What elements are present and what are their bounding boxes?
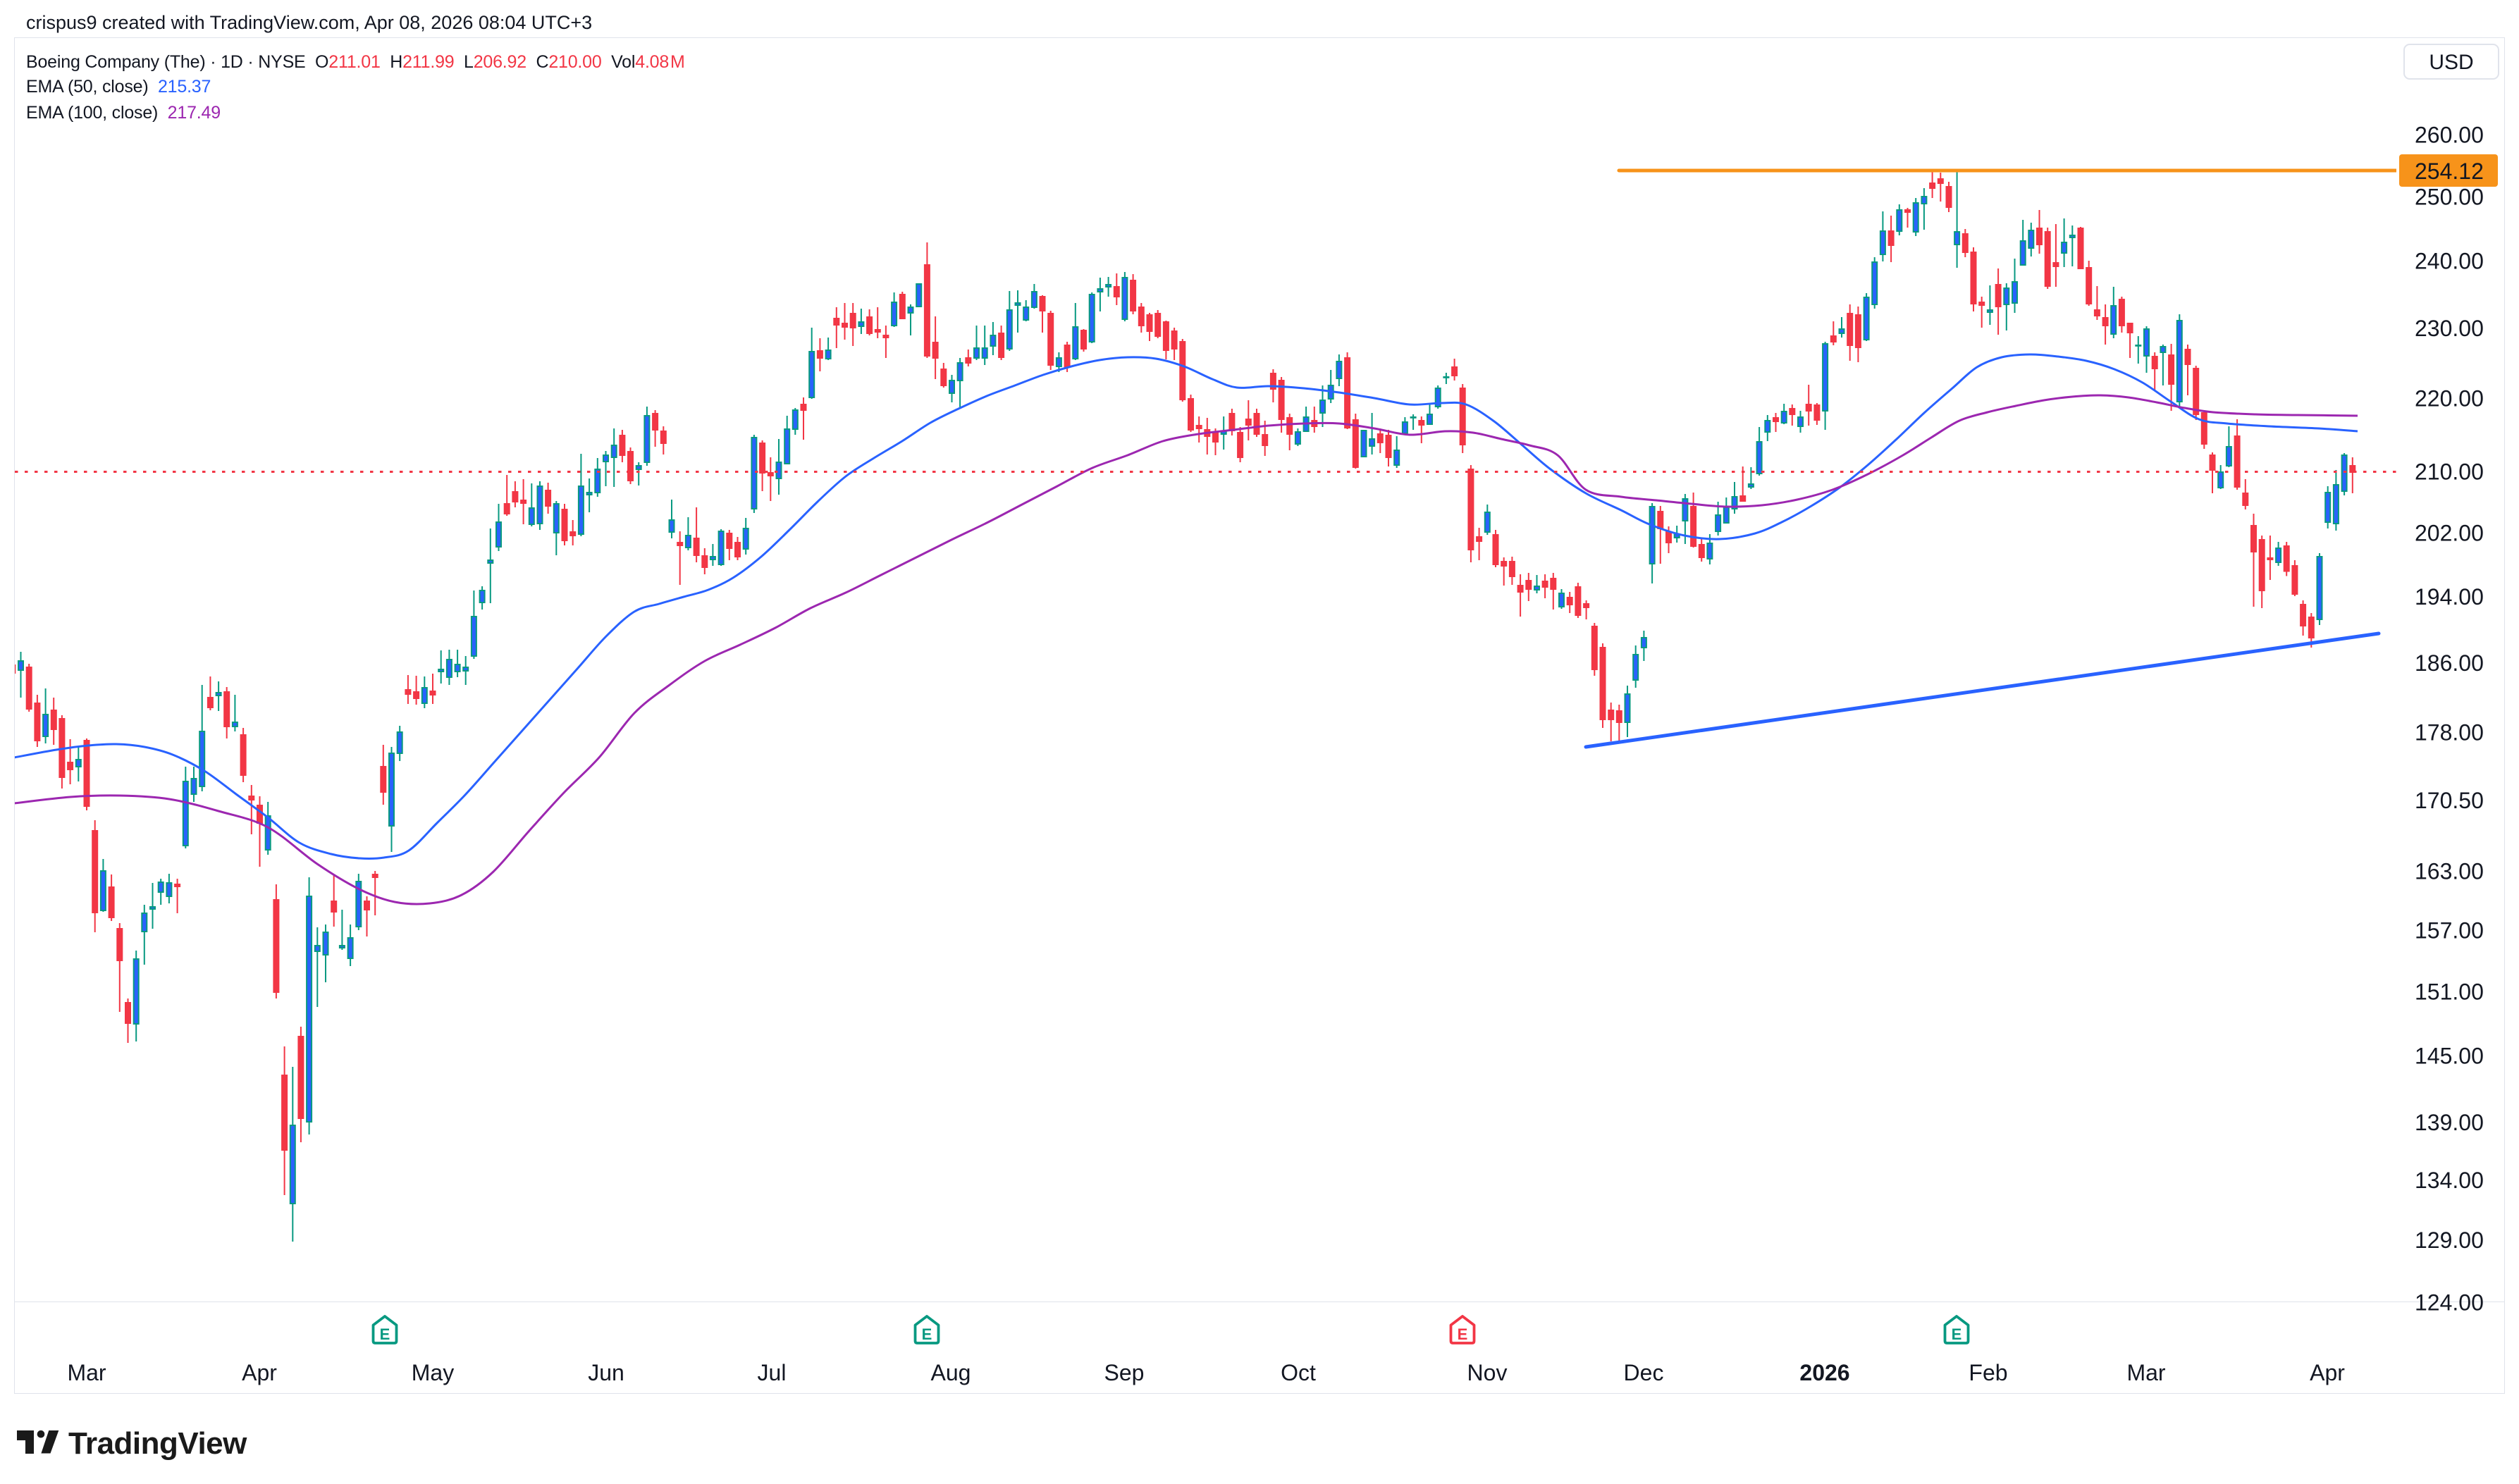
svg-text:Mar: Mar xyxy=(2126,1360,2165,1385)
svg-text:May: May xyxy=(412,1360,454,1385)
svg-text:145.00: 145.00 xyxy=(2415,1043,2484,1068)
svg-text:250.00: 250.00 xyxy=(2415,184,2484,209)
svg-text:139.00: 139.00 xyxy=(2415,1110,2484,1135)
svg-text:Jul: Jul xyxy=(758,1360,787,1385)
svg-text:Oct: Oct xyxy=(1281,1360,1316,1385)
svg-text:TradingView: TradingView xyxy=(68,1426,247,1461)
svg-text:E: E xyxy=(1952,1325,1962,1343)
svg-text:Aug: Aug xyxy=(931,1360,971,1385)
svg-text:134.00: 134.00 xyxy=(2415,1168,2484,1193)
svg-text:Sep: Sep xyxy=(1104,1360,1145,1385)
svg-text:EMA (50, close) 215.37: EMA (50, close) 215.37 xyxy=(26,77,211,97)
svg-text:240.00: 240.00 xyxy=(2415,249,2484,274)
svg-text:124.00: 124.00 xyxy=(2415,1290,2484,1316)
svg-text:170.50: 170.50 xyxy=(2415,788,2484,813)
svg-text:USD: USD xyxy=(2429,51,2473,74)
svg-text:E: E xyxy=(922,1325,932,1343)
svg-text:Feb: Feb xyxy=(1969,1360,2007,1385)
svg-text:Apr: Apr xyxy=(2310,1360,2345,1385)
svg-text:E: E xyxy=(380,1325,390,1343)
svg-text:194.00: 194.00 xyxy=(2415,584,2484,610)
svg-text:Dec: Dec xyxy=(1624,1360,1664,1385)
svg-text:202.00: 202.00 xyxy=(2415,520,2484,545)
svg-text:Mar: Mar xyxy=(67,1360,106,1385)
svg-text:254.12: 254.12 xyxy=(2415,159,2484,184)
svg-text:230.00: 230.00 xyxy=(2415,316,2484,341)
svg-text:E: E xyxy=(1458,1325,1468,1343)
svg-text:Jun: Jun xyxy=(588,1360,624,1385)
svg-text:220.00: 220.00 xyxy=(2415,385,2484,411)
svg-text:129.00: 129.00 xyxy=(2415,1228,2484,1253)
svg-text:Boeing Company (The) · 1D · NY: Boeing Company (The) · 1D · NYSE O211.01… xyxy=(26,52,685,72)
svg-text:151.00: 151.00 xyxy=(2415,979,2484,1005)
svg-text:210.00: 210.00 xyxy=(2415,459,2484,485)
svg-text:186.00: 186.00 xyxy=(2415,650,2484,676)
svg-text:2026: 2026 xyxy=(1799,1360,1849,1385)
svg-text:crispus9 created with TradingV: crispus9 created with TradingView.com, A… xyxy=(26,12,592,33)
svg-text:260.00: 260.00 xyxy=(2415,123,2484,148)
svg-text:163.00: 163.00 xyxy=(2415,859,2484,884)
svg-text:EMA (100, close) 217.49: EMA (100, close) 217.49 xyxy=(26,103,221,123)
svg-text:178.00: 178.00 xyxy=(2415,719,2484,745)
svg-text:157.00: 157.00 xyxy=(2415,917,2484,943)
svg-text:Nov: Nov xyxy=(1467,1360,1508,1385)
svg-text:Apr: Apr xyxy=(242,1360,277,1385)
